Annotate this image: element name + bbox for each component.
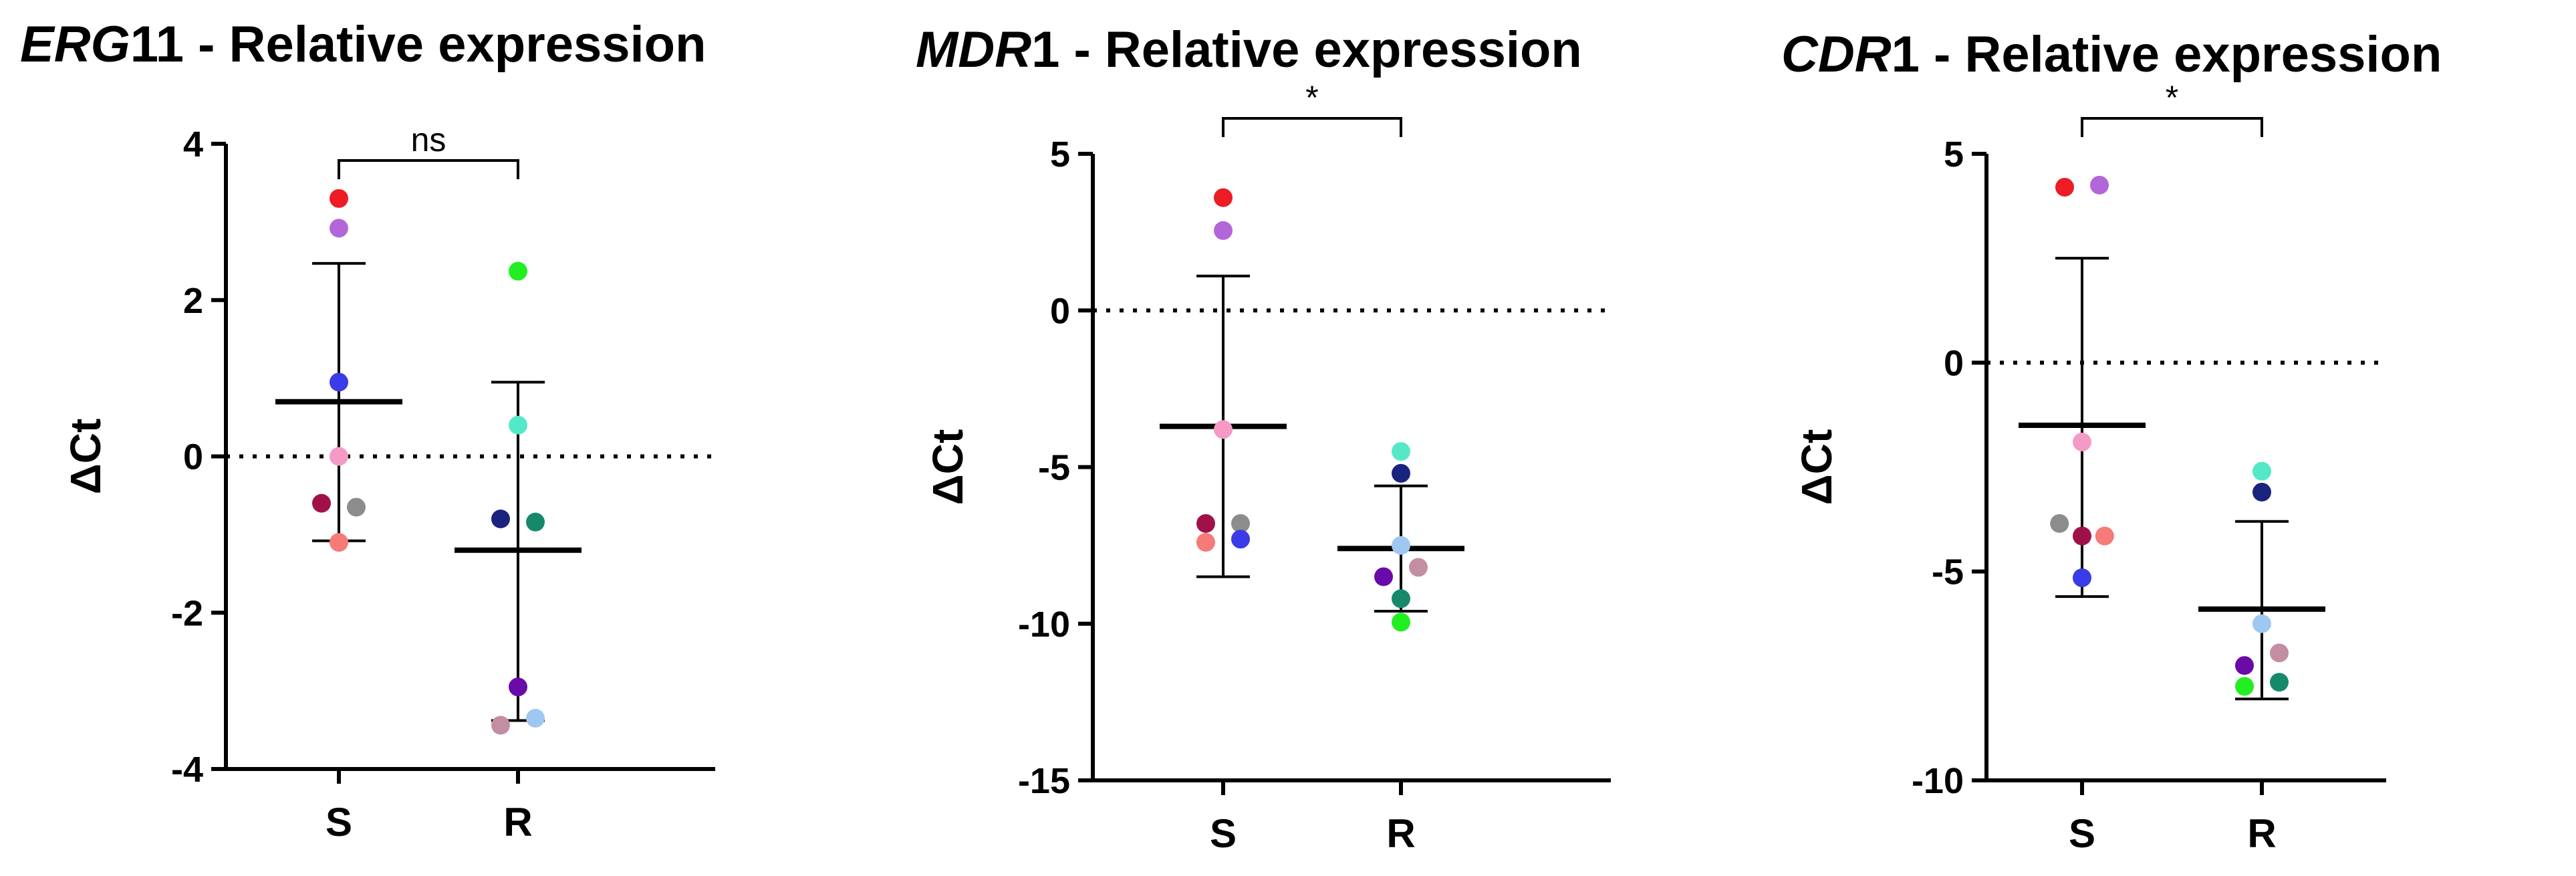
- data-point: [312, 494, 331, 513]
- data-point: [2095, 526, 2114, 546]
- y-axis-label: ΔCt: [924, 429, 972, 506]
- chart-title-rest: 11 - Relative expression: [130, 16, 706, 73]
- data-point: [330, 219, 348, 238]
- data-point: [1231, 530, 1250, 549]
- data-point: [1374, 567, 1393, 586]
- data-point: [2050, 514, 2069, 533]
- data-point: [1214, 188, 1233, 207]
- significance-bracket: [2081, 117, 2263, 137]
- chart-title-gene: MDR: [916, 21, 1031, 78]
- y-axis-label: ΔCt: [1793, 429, 1841, 506]
- data-point: [2252, 614, 2271, 633]
- data-point: [2073, 433, 2091, 452]
- data-point: [1392, 536, 1410, 555]
- x-category-label: R: [1386, 811, 1415, 856]
- chart-panel-1: ERG11 - Relative expression 4 2 0 -2 -4 ΔCt S Rn…: [20, 16, 715, 845]
- data-point: [2235, 656, 2254, 675]
- significance-bracket: [1222, 117, 1402, 137]
- data-point: [347, 498, 366, 517]
- y-tick-label: 4: [183, 124, 203, 165]
- data-point: [2252, 461, 2271, 481]
- x-category-label: S: [326, 800, 352, 845]
- x-category-label: R: [2247, 811, 2276, 856]
- x-category-label: S: [2069, 811, 2095, 856]
- data-point: [1392, 442, 1410, 461]
- data-point: [1214, 420, 1233, 439]
- data-point: [1196, 532, 1215, 552]
- data-point: [1409, 558, 1428, 577]
- y-tick-label: -4: [171, 750, 203, 790]
- y-tick-label: -5: [1038, 448, 1070, 488]
- data-point: [526, 512, 545, 532]
- chart-title-rest: 1 - Relative expression: [1031, 21, 1582, 78]
- chart-title-rest: 1 - Relative expression: [1892, 26, 2442, 83]
- data-point: [330, 447, 348, 466]
- y-tick-label: -15: [1018, 761, 1070, 801]
- data-point: [1392, 613, 1410, 632]
- data-point: [509, 677, 527, 697]
- chart-title: CDR1 - Relative expression: [1781, 26, 2442, 83]
- y-tick-label: 0: [183, 437, 203, 477]
- data-point: [2235, 677, 2254, 696]
- x-category-label: S: [1210, 811, 1237, 856]
- data-point: [509, 415, 527, 435]
- y-tick-label: -5: [1932, 552, 1964, 592]
- data-point: [330, 189, 348, 208]
- data-point: [2073, 526, 2091, 546]
- chart-title-gene: CDR: [1781, 26, 1892, 83]
- y-tick-label: 0: [1050, 291, 1070, 331]
- significance-label: ns: [411, 121, 446, 158]
- chart-panel-3: CDR1 - Relative expression 5 0 -5 -10 ΔCt S R *: [1781, 26, 2442, 856]
- x-category-label: R: [503, 800, 532, 845]
- chart-panel-2: MDR1 - Relative expression 5 0 -5 -10 -15 ΔCt S…: [916, 21, 1611, 856]
- significance-bracket: [338, 159, 519, 179]
- data-point: [1196, 514, 1215, 533]
- data-point: [491, 510, 510, 528]
- y-tick-label: 5: [1944, 134, 1964, 175]
- data-point: [2270, 673, 2289, 692]
- data-point: [509, 261, 527, 281]
- data-point: [330, 533, 348, 552]
- chart-title: ERG11 - Relative expression: [20, 16, 706, 73]
- significance-label: *: [2166, 79, 2178, 116]
- data-point: [1392, 589, 1410, 609]
- data-point: [1231, 514, 1250, 533]
- data-point: [1214, 221, 1233, 240]
- significance-label: *: [1305, 79, 1318, 116]
- data-point: [2252, 482, 2271, 502]
- data-point: [526, 709, 545, 728]
- data-point: [2073, 568, 2091, 588]
- y-tick-label: -10: [1912, 761, 1964, 801]
- y-tick-label: -2: [171, 593, 203, 633]
- y-tick-label: 2: [183, 281, 203, 321]
- y-tick-label: 5: [1050, 134, 1070, 175]
- y-axis-label: ΔCt: [61, 419, 110, 495]
- y-tick-label: -10: [1018, 605, 1070, 645]
- data-point: [330, 372, 348, 392]
- chart-title: MDR1 - Relative expression: [916, 21, 1582, 78]
- y-tick-label: 0: [1944, 343, 1964, 383]
- data-point: [1392, 463, 1410, 483]
- data-point: [491, 716, 510, 735]
- chart-title-gene: ERG: [20, 16, 130, 73]
- data-point: [2055, 177, 2074, 197]
- data-point: [2090, 175, 2109, 195]
- data-point: [2270, 643, 2289, 663]
